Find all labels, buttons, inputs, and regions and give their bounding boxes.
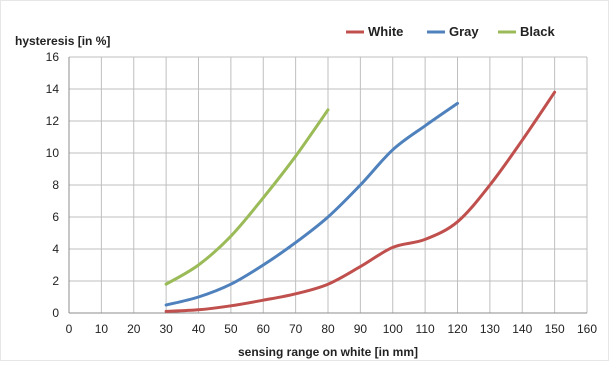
x-tick-label: 150 [545,322,565,336]
x-tick-label: 0 [66,322,73,336]
legend-label-gray: Gray [449,24,479,39]
y-tick-label: 10 [46,146,60,160]
x-tick-label: 60 [257,322,271,336]
x-tick-label: 30 [159,322,173,336]
x-axis-label: sensing range on white [in mm] [238,345,418,359]
series-line-black [164,108,330,286]
x-tick-label: 50 [224,322,238,336]
y-tick-label: 12 [46,114,60,128]
legend-label-black: Black [520,24,555,39]
y-tick-label: 14 [46,82,60,96]
x-tick-label: 120 [447,322,467,336]
x-tick-label: 160 [577,322,597,336]
x-tick-label: 80 [321,322,335,336]
series-line-gray [164,101,459,307]
y-axis-label: hysteresis [in %] [15,34,110,48]
x-tick-label: 140 [512,322,532,336]
x-tick-label: 10 [95,322,109,336]
series-line-white [164,90,557,313]
x-tick-label: 130 [480,322,500,336]
x-tick-label: 40 [192,322,206,336]
x-tick-label: 100 [383,322,403,336]
y-tick-label: 4 [52,242,59,256]
legend: White Gray Black [346,24,555,39]
x-tick-label: 70 [289,322,303,336]
y-tick-label: 2 [52,274,59,288]
x-tick-label: 110 [416,322,435,336]
x-tick-label: 20 [127,322,141,336]
x-tick-label: 90 [354,322,368,336]
y-tick-label: 8 [52,178,59,192]
y-tick-label: 0 [52,306,59,320]
grid [68,56,588,314]
legend-label-white: White [368,24,403,39]
y-tick-label: 6 [52,210,59,224]
series-lines [164,90,557,313]
y-tick-label: 16 [46,50,60,64]
